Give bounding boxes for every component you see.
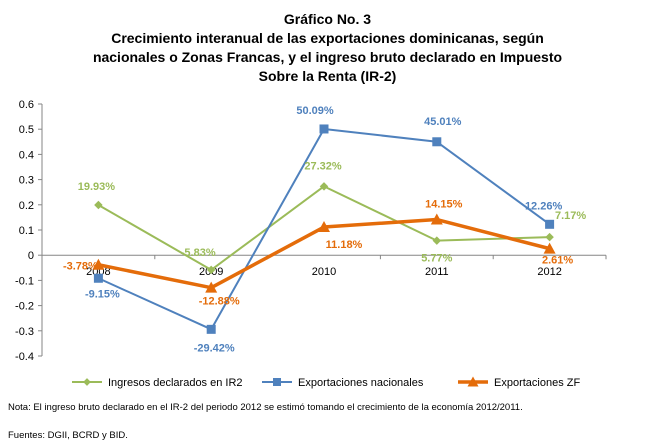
data-point [206, 265, 216, 275]
legend-marker [83, 378, 91, 386]
data-point [318, 221, 330, 233]
data-label: -12.88% [199, 296, 240, 308]
data-point [319, 182, 329, 191]
data-label: -9.15% [85, 288, 120, 300]
data-label: 11.18% [326, 239, 363, 251]
data-label: 19.93% [78, 181, 116, 193]
data-point [92, 258, 105, 270]
x-tick-label: 2012 [537, 266, 561, 278]
legend-label: Ingresos declarados en IR2 [108, 377, 243, 389]
data-point [319, 124, 329, 134]
y-tick-label: -0.2 [15, 301, 34, 313]
chart-source: Fuentes: DGII, BCRD y BID. [8, 430, 128, 441]
data-label: -29.42% [194, 342, 235, 354]
y-tick-label: 0.2 [19, 200, 34, 212]
chart-title-line-3: nacionales o Zonas Francas, y el ingreso… [92, 49, 563, 65]
y-tick-label: -0.4 [15, 351, 34, 363]
line-chart: -0.4 -0.3 -0.2 -0.1 0 0.1 0.2 0.3 0.4 0.5 0.6 2008 2… [15, 99, 607, 389]
chart-title-line-2: Crecimiento interanual de las exportacio… [111, 30, 544, 46]
legend-label: Exportaciones nacionales [298, 377, 424, 389]
data-point [206, 324, 216, 334]
data-point [432, 137, 442, 147]
data-point [93, 273, 103, 283]
chart-note: Nota: El ingreso bruto declarado en el I… [8, 402, 523, 413]
legend-label: Exportaciones ZF [494, 377, 580, 389]
legend-marker [467, 376, 479, 387]
x-tick-label: 2011 [425, 266, 449, 278]
y-tick-label: -0.3 [15, 326, 34, 338]
x-tick-label: 2010 [312, 266, 336, 278]
chart-title-line-4: Sobre la Renta (IR-2) [258, 68, 397, 84]
x-tick-label: 2008 [86, 266, 110, 278]
data-label: 27.32% [304, 160, 342, 172]
data-point [430, 213, 443, 225]
y-tick-label: -0.1 [15, 275, 34, 287]
y-tick-label: 0 [28, 250, 34, 262]
data-point [543, 242, 556, 254]
data-point [94, 200, 103, 210]
data-label: 2.61% [542, 255, 573, 267]
data-label: -3.78% [63, 261, 98, 273]
y-tick-label: 0.3 [19, 175, 34, 187]
chart-title: Gráfico No. 3 Crecimiento interanual de … [0, 10, 655, 86]
data-point [545, 232, 554, 242]
chart-title-line-1: Gráfico No. 3 [283, 11, 372, 27]
y-tick-label: 0.6 [19, 99, 34, 111]
data-point [545, 219, 555, 229]
data-label: 7.17% [555, 210, 586, 222]
y-tick-label: 0.1 [19, 225, 34, 237]
data-label: 12.26% [525, 200, 563, 212]
data-label: -5.83% [181, 247, 216, 259]
y-tick-label: 0.5 [19, 124, 34, 136]
data-label: 14.15% [425, 199, 463, 211]
data-label: 5.77% [421, 253, 452, 265]
legend-marker [273, 378, 281, 386]
y-tick-label: 0.4 [19, 149, 34, 161]
data-point [432, 236, 442, 245]
data-label: 45.01% [424, 116, 462, 128]
data-label: 50.09% [296, 105, 334, 117]
data-point [205, 281, 218, 293]
